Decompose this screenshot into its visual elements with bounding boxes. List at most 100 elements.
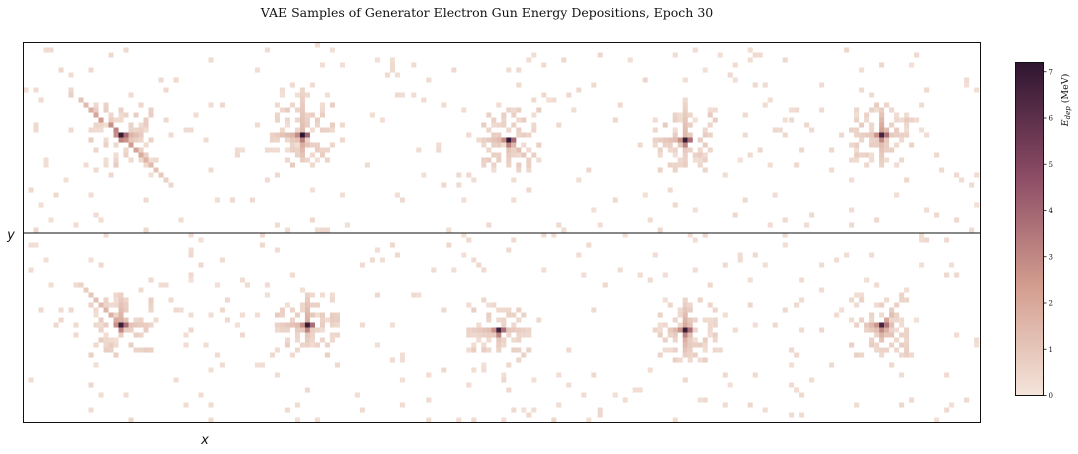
heatmap-cell bbox=[702, 167, 708, 173]
heatmap-cell bbox=[93, 122, 99, 128]
heatmap-cell bbox=[591, 372, 597, 378]
heatmap-cell bbox=[496, 132, 502, 138]
heatmap-cell bbox=[854, 112, 860, 118]
heatmap-cell bbox=[924, 237, 930, 243]
heatmap-cell bbox=[456, 182, 462, 188]
heatmap-cell bbox=[899, 402, 905, 408]
heatmap-cell bbox=[622, 397, 628, 403]
sample-panel bbox=[411, 232, 597, 423]
heatmap-cell bbox=[854, 127, 860, 133]
heatmap-cell bbox=[526, 57, 532, 63]
heatmap-cell bbox=[411, 92, 417, 98]
heatmap-cell bbox=[486, 337, 492, 343]
heatmap-cell bbox=[894, 112, 900, 118]
heatmap-cell bbox=[491, 302, 497, 308]
heatmap-cell bbox=[461, 232, 467, 238]
heatmap-cell bbox=[662, 142, 668, 148]
y-axis-label: y bbox=[6, 228, 15, 243]
heatmap-cell bbox=[969, 182, 975, 188]
heatmap-cell bbox=[304, 132, 310, 138]
heatmap-cell bbox=[904, 122, 910, 128]
heatmap-cell bbox=[869, 252, 875, 258]
heatmap-cell bbox=[772, 192, 778, 198]
heatmap-cell bbox=[148, 322, 154, 328]
x-axis-label: x bbox=[200, 433, 209, 448]
heatmap-cell bbox=[369, 257, 375, 263]
heatmap-cell bbox=[294, 322, 300, 328]
heatmap-cell bbox=[682, 302, 688, 308]
heatmap-cell bbox=[441, 102, 447, 108]
heatmap-cell bbox=[329, 122, 335, 128]
heatmap-cell bbox=[869, 127, 875, 133]
heatmap-cell bbox=[123, 137, 129, 143]
heatmap-cell bbox=[521, 312, 527, 318]
heatmap-cell bbox=[879, 327, 885, 333]
heatmap-cell bbox=[702, 347, 708, 353]
heatmap-cell bbox=[476, 322, 482, 328]
heatmap-cell bbox=[904, 352, 910, 358]
heatmap-cell bbox=[138, 287, 144, 293]
heatmap-cell bbox=[904, 117, 910, 123]
heatmap-cell bbox=[526, 187, 532, 193]
heatmap-cell bbox=[93, 312, 99, 318]
heatmap-cell bbox=[399, 357, 405, 363]
heatmap-cell bbox=[294, 152, 300, 158]
heatmap-cell bbox=[884, 332, 890, 338]
heatmap-cell bbox=[682, 127, 688, 133]
heatmap-cell bbox=[874, 282, 880, 288]
heatmap-cell bbox=[682, 327, 688, 333]
heatmap-cell bbox=[304, 337, 310, 343]
heatmap-cell bbox=[481, 142, 487, 148]
heatmap-cell bbox=[133, 147, 139, 153]
heatmap-cell bbox=[471, 332, 477, 338]
heatmap-cell bbox=[299, 302, 305, 308]
heatmap-cell bbox=[113, 142, 119, 148]
heatmap-cell bbox=[88, 192, 94, 198]
heatmap-cell bbox=[118, 307, 124, 313]
heatmap-cell bbox=[692, 317, 698, 323]
heatmap-cell bbox=[339, 62, 345, 68]
heatmap-cell bbox=[702, 152, 708, 158]
heatmap-cell bbox=[314, 157, 320, 163]
heatmap-cell bbox=[446, 227, 452, 233]
heatmap-cell bbox=[501, 372, 507, 378]
heatmap-cell bbox=[879, 127, 885, 133]
heatmap-cell bbox=[511, 347, 517, 353]
heatmap-cell bbox=[309, 337, 315, 343]
heatmap-cell bbox=[43, 157, 49, 163]
heatmap-cell bbox=[717, 347, 723, 353]
heatmap-cell bbox=[672, 317, 678, 323]
heatmap-cell bbox=[752, 322, 758, 328]
heatmap-cell bbox=[309, 142, 315, 148]
heatmap-cell bbox=[672, 147, 678, 153]
heatmap-cell bbox=[269, 137, 275, 143]
heatmap-cell bbox=[93, 362, 99, 368]
heatmap-cell bbox=[501, 112, 507, 118]
heatmap-cell bbox=[647, 277, 653, 283]
heatmap-cell bbox=[239, 147, 245, 153]
heatmap-cell bbox=[782, 232, 788, 238]
heatmap-cell bbox=[108, 112, 114, 118]
heatmap-cell bbox=[687, 337, 693, 343]
heatmap-cell bbox=[879, 62, 885, 68]
heatmap-cell bbox=[284, 327, 290, 333]
heatmap-cell bbox=[672, 52, 678, 58]
heatmap-cell bbox=[224, 317, 230, 323]
heatmap-cell bbox=[854, 152, 860, 158]
heatmap-cell bbox=[188, 232, 194, 238]
heatmap-cell bbox=[208, 417, 214, 423]
heatmap-cell bbox=[486, 157, 492, 163]
heatmap-cell bbox=[58, 307, 64, 313]
heatmap-cell bbox=[88, 382, 94, 388]
heatmap-cell bbox=[924, 87, 930, 93]
heatmap-cell bbox=[486, 112, 492, 118]
heatmap-cell bbox=[682, 332, 688, 338]
heatmap-cell bbox=[561, 57, 567, 63]
heatmap-cell bbox=[178, 307, 184, 313]
heatmap-cell bbox=[289, 82, 295, 88]
heatmap-cell bbox=[506, 147, 512, 153]
heatmap-cell bbox=[662, 347, 668, 353]
heatmap-cell bbox=[974, 202, 980, 208]
heatmap-cell bbox=[682, 322, 688, 328]
heatmap-cell bbox=[697, 147, 703, 153]
